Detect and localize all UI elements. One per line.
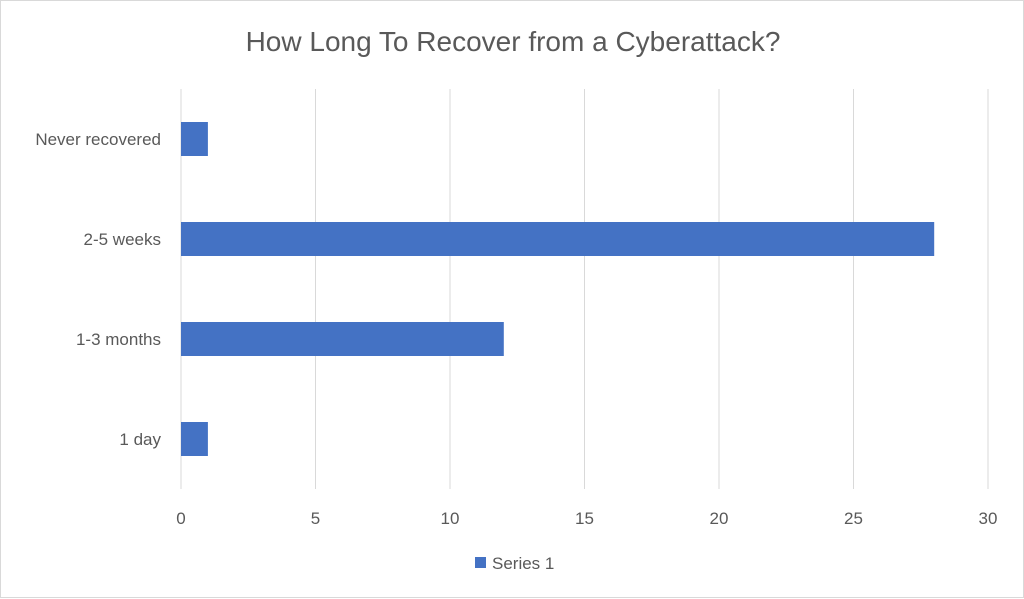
bar [181,322,504,356]
bars [181,122,935,456]
bar [181,222,935,256]
x-tick-label: 10 [441,509,460,528]
bar [181,122,208,156]
legend-swatch [475,557,486,568]
x-tick-label: 20 [710,509,729,528]
y-category-label: Never recovered [35,130,161,149]
legend-label: Series 1 [492,554,554,573]
x-tick-label: 25 [844,509,863,528]
legend: Series 1 [475,554,554,573]
y-category-label: 2-5 weeks [84,230,161,249]
x-axis-labels: 0 5 10 15 20 25 30 [176,509,997,528]
y-axis-labels: Never recovered 2-5 weeks 1-3 months 1 day [35,130,161,449]
y-category-label: 1 day [119,430,161,449]
x-tick-label: 5 [311,509,320,528]
y-category-label: 1-3 months [76,330,161,349]
x-tick-label: 15 [575,509,594,528]
x-tick-label: 30 [979,509,998,528]
gridlines [180,89,989,489]
chart-title: How Long To Recover from a Cyberattack? [246,26,781,57]
x-tick-label: 0 [176,509,185,528]
bar [181,422,208,456]
